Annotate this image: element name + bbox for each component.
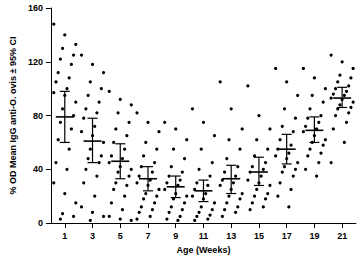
svg-text:11: 11 <box>199 231 209 241</box>
svg-text:40: 40 <box>33 164 43 174</box>
svg-text:120: 120 <box>28 57 43 67</box>
svg-text:9: 9 <box>173 231 178 241</box>
svg-text:% OD Mean IgG anti-O. ovis ± 9: % OD Mean IgG anti-O. ovis ± 95% CI <box>8 37 18 195</box>
svg-text:160: 160 <box>28 3 43 13</box>
svg-text:3: 3 <box>90 231 95 241</box>
svg-text:21: 21 <box>337 231 347 241</box>
svg-text:0: 0 <box>38 218 43 228</box>
svg-text:Age (Weeks): Age (Weeks) <box>177 245 231 255</box>
svg-text:80: 80 <box>33 111 43 121</box>
svg-text:1: 1 <box>62 231 67 241</box>
svg-text:15: 15 <box>254 231 264 241</box>
svg-text:13: 13 <box>226 231 236 241</box>
svg-text:19: 19 <box>309 231 319 241</box>
svg-text:7: 7 <box>145 231 150 241</box>
svg-text:17: 17 <box>282 231 292 241</box>
svg-text:5: 5 <box>118 231 123 241</box>
